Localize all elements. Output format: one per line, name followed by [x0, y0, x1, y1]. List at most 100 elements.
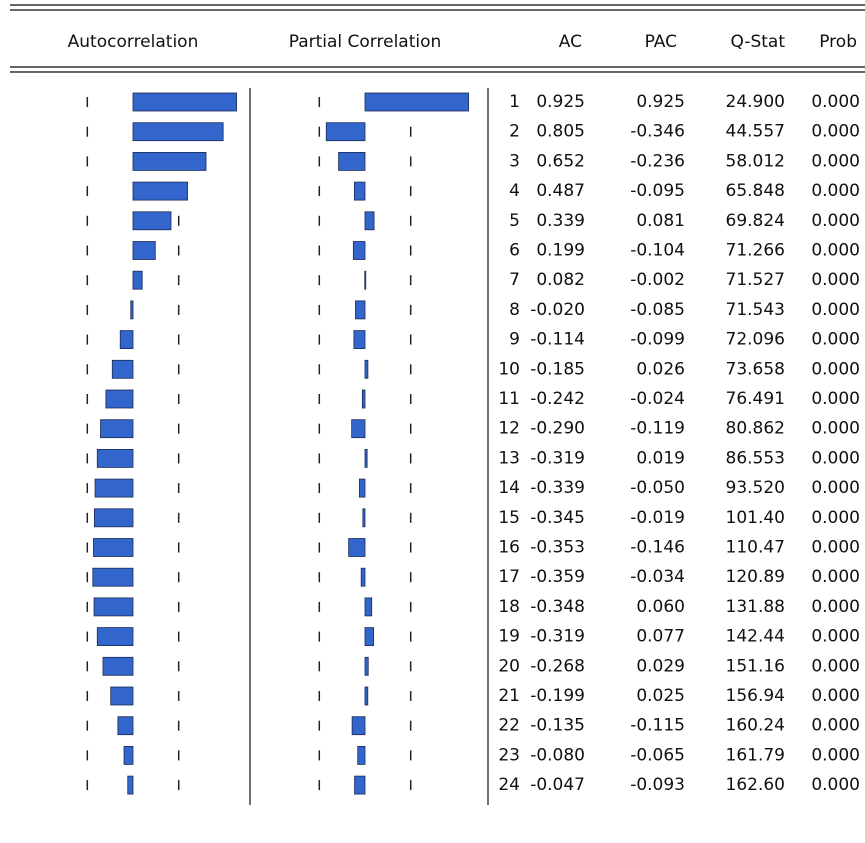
pac-value: 0.019 — [636, 448, 685, 468]
header: AC — [559, 32, 582, 52]
bar — [105, 389, 134, 409]
pac-value: 0.081 — [636, 211, 685, 231]
ac-value: -0.080 — [530, 745, 585, 765]
ac-value: 0.487 — [536, 181, 585, 201]
pac-value: 0.077 — [636, 627, 685, 647]
prob: 0.000 — [811, 181, 860, 201]
prob: 0.000 — [811, 270, 860, 290]
ac-value: -0.290 — [530, 419, 585, 439]
bar — [96, 627, 134, 646]
ac-value: -0.135 — [530, 716, 585, 736]
prob: 0.000 — [811, 419, 860, 439]
pac-value: -0.095 — [630, 181, 685, 201]
bar — [362, 508, 366, 528]
lag: 23 — [498, 745, 520, 765]
ac-value: -0.199 — [530, 686, 585, 706]
bar — [111, 359, 134, 379]
bar — [93, 508, 134, 528]
pac-value: -0.034 — [630, 567, 685, 587]
prob: 0.000 — [811, 775, 860, 795]
pac-value: -0.002 — [630, 270, 685, 290]
lag: 14 — [498, 478, 520, 498]
lag: 21 — [498, 686, 520, 706]
ac-value: -0.242 — [530, 389, 585, 409]
prob: 0.000 — [811, 597, 860, 617]
prob: 0.000 — [811, 300, 860, 320]
lag: 3 — [509, 151, 520, 171]
ac-value: 0.652 — [536, 151, 585, 171]
pac-value: 0.025 — [636, 686, 685, 706]
q-stat: 101.40 — [726, 508, 785, 528]
q-stat: 24.900 — [726, 92, 785, 112]
prob: 0.000 — [811, 92, 860, 112]
pac-value: -0.346 — [630, 122, 685, 142]
lag: 13 — [498, 448, 520, 468]
prob: 0.000 — [811, 686, 860, 706]
pac-value: -0.099 — [630, 330, 685, 350]
bar — [110, 686, 134, 706]
q-stat: 69.824 — [726, 211, 785, 231]
bar — [364, 597, 373, 617]
q-stat: 93.520 — [726, 478, 785, 498]
prob: 0.000 — [811, 122, 860, 142]
q-stat: 80.862 — [726, 419, 785, 439]
q-stat: 162.60 — [726, 775, 785, 795]
bar — [338, 151, 366, 171]
bar — [117, 716, 134, 736]
pac-value: -0.115 — [630, 716, 685, 736]
q-stat: 131.88 — [726, 597, 785, 617]
lag: 6 — [509, 241, 520, 261]
ac-value: -0.319 — [530, 448, 585, 468]
header: Autocorrelation — [68, 32, 199, 52]
bar — [364, 627, 375, 646]
bar — [96, 448, 134, 468]
bar — [132, 270, 143, 290]
bar — [351, 419, 366, 439]
bar — [364, 92, 469, 112]
ac-value: -0.353 — [530, 538, 585, 558]
prob: 0.000 — [811, 716, 860, 736]
bar — [352, 241, 366, 260]
ac-value: -0.319 — [530, 627, 585, 647]
bar — [93, 538, 134, 557]
bar — [353, 330, 366, 350]
prob: 0.000 — [811, 567, 860, 587]
prob: 0.000 — [811, 656, 860, 676]
q-stat: 72.096 — [726, 330, 785, 350]
ac-value: 0.925 — [536, 92, 585, 112]
q-stat: 120.89 — [726, 567, 785, 587]
pac-value: 0.060 — [636, 597, 685, 617]
bar — [358, 478, 366, 498]
lag: 9 — [509, 330, 520, 350]
ac-value: -0.047 — [530, 775, 585, 795]
bar — [102, 656, 134, 676]
prob: 0.000 — [811, 538, 860, 558]
bar — [92, 567, 134, 587]
bar — [132, 241, 156, 260]
bar — [100, 419, 134, 439]
ac-value: 0.082 — [536, 270, 585, 290]
lag: 8 — [509, 300, 520, 320]
bar — [353, 181, 366, 201]
bar — [364, 448, 368, 468]
ac-value: -0.020 — [530, 300, 585, 320]
bar — [364, 211, 375, 231]
prob: 0.000 — [811, 211, 860, 231]
lag: 5 — [509, 211, 520, 231]
bar — [130, 300, 134, 320]
ac-value: 0.199 — [536, 241, 585, 261]
pac-value: -0.236 — [630, 151, 685, 171]
header: Partial Correlation — [289, 32, 442, 52]
prob: 0.000 — [811, 508, 860, 528]
prob: 0.000 — [811, 330, 860, 350]
bar — [325, 122, 366, 142]
q-stat: 76.491 — [726, 389, 785, 409]
header: Prob — [819, 32, 857, 52]
ac-value: 0.339 — [536, 211, 585, 231]
bar — [127, 775, 134, 795]
lag: 15 — [498, 508, 520, 528]
q-stat: 71.266 — [726, 241, 785, 261]
lag: 11 — [498, 389, 520, 409]
bar — [132, 122, 224, 142]
